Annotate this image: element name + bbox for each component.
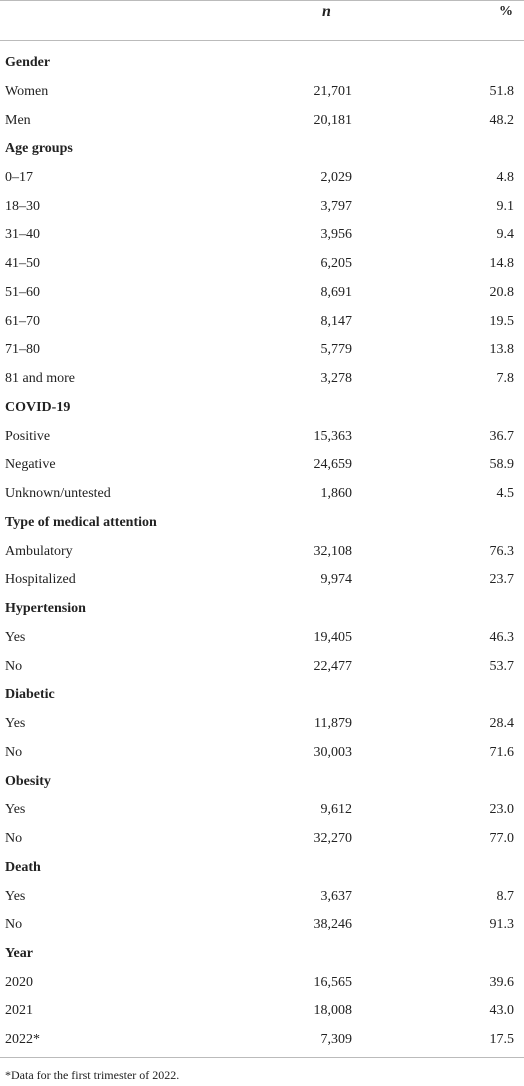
row-percent: 53.7 xyxy=(489,658,515,674)
footer-rule xyxy=(0,1057,524,1058)
row-percent: 48.2 xyxy=(489,112,515,128)
row-label: No xyxy=(5,917,23,933)
row-label: No xyxy=(5,744,23,760)
row-label: Unknown/untested xyxy=(5,486,111,502)
row-percent: 8.7 xyxy=(496,888,515,904)
row-label: Ambulatory xyxy=(5,543,73,559)
group-title: Age groups xyxy=(5,141,73,157)
row-label: 2021 xyxy=(5,1003,33,1019)
row-n: 20,181 xyxy=(313,112,353,128)
row-label: Positive xyxy=(5,428,51,444)
group-title: Diabetic xyxy=(5,687,55,703)
row-percent: 77.0 xyxy=(489,831,515,846)
row-label: Negative xyxy=(5,457,56,473)
row-percent: 28.4 xyxy=(489,716,515,731)
row-percent: 36.7 xyxy=(489,428,515,444)
row-n: 3,956 xyxy=(320,227,353,243)
row-n: 38,246 xyxy=(313,917,353,933)
row-label: Yes xyxy=(5,629,26,645)
header-percent: % xyxy=(499,4,513,19)
row-percent: 39.6 xyxy=(489,974,515,990)
row-percent: 46.3 xyxy=(489,629,515,645)
row-label: Yes xyxy=(5,716,26,731)
row-n: 5,779 xyxy=(320,342,353,358)
row-percent: 19.5 xyxy=(489,313,515,329)
row-percent: 14.8 xyxy=(489,256,515,272)
row-percent: 51.8 xyxy=(489,83,515,99)
row-n: 32,270 xyxy=(313,831,353,846)
row-percent: 71.6 xyxy=(489,744,515,760)
group-title: COVID-19 xyxy=(5,399,71,415)
row-percent: 7.8 xyxy=(496,371,515,387)
row-percent: 91.3 xyxy=(489,917,515,933)
row-n: 18,008 xyxy=(313,1003,353,1019)
row-percent: 23.0 xyxy=(489,802,515,818)
row-percent: 58.9 xyxy=(489,457,515,473)
group-title: Hypertension xyxy=(5,601,86,617)
row-n: 21,701 xyxy=(313,83,353,99)
row-n: 19,405 xyxy=(313,629,353,645)
row-n: 1,860 xyxy=(320,486,353,502)
row-n: 8,147 xyxy=(320,313,353,329)
row-n: 9,974 xyxy=(320,572,353,588)
row-n: 2,029 xyxy=(320,170,353,185)
top-rule xyxy=(0,0,524,1)
row-label: Women xyxy=(5,83,49,99)
row-n: 6,205 xyxy=(320,256,353,272)
row-percent: 23.7 xyxy=(489,572,515,588)
row-percent: 43.0 xyxy=(489,1003,515,1019)
row-label: 61–70 xyxy=(5,313,40,329)
row-n: 3,637 xyxy=(320,888,353,904)
row-percent: 20.8 xyxy=(489,284,515,300)
row-label: 81 and more xyxy=(5,371,75,387)
row-label: 31–40 xyxy=(5,227,40,243)
row-label: 2020 xyxy=(5,974,33,990)
group-title: Gender xyxy=(5,55,51,70)
row-n: 22,477 xyxy=(313,658,353,674)
row-n: 3,278 xyxy=(320,371,353,387)
row-label: No xyxy=(5,831,23,846)
group-title: Death xyxy=(5,859,41,875)
row-percent: 9.1 xyxy=(496,198,515,214)
row-percent: 76.3 xyxy=(489,543,515,559)
row-label: 18–30 xyxy=(5,198,40,214)
header-rule xyxy=(0,40,524,41)
row-label: 71–80 xyxy=(5,342,40,358)
row-n: 7,309 xyxy=(320,1032,353,1048)
header-n: n xyxy=(322,3,331,20)
group-title: Year xyxy=(5,945,33,961)
footnote: *Data for the first trimester of 2022. xyxy=(5,1068,180,1082)
row-n: 16,565 xyxy=(313,974,353,990)
row-n: 8,691 xyxy=(320,284,353,300)
row-n: 30,003 xyxy=(313,744,353,760)
row-label: 0–17 xyxy=(5,170,33,185)
row-percent: 4.5 xyxy=(496,486,515,502)
row-label: No xyxy=(5,658,23,674)
row-label: 51–60 xyxy=(5,284,40,300)
group-title: Obesity xyxy=(5,773,51,789)
row-label: 2022* xyxy=(5,1032,40,1048)
row-percent: 13.8 xyxy=(489,342,515,358)
row-percent: 4.8 xyxy=(496,170,515,185)
row-n: 3,797 xyxy=(320,198,353,214)
row-percent: 9.4 xyxy=(496,227,515,243)
row-n: 9,612 xyxy=(320,802,353,818)
row-label: Yes xyxy=(5,888,26,904)
row-n: 15,363 xyxy=(313,428,353,444)
row-n: 24,659 xyxy=(313,457,353,473)
group-title: Type of medical attention xyxy=(5,514,157,530)
row-label: Yes xyxy=(5,802,26,818)
row-label: Hospitalized xyxy=(5,572,76,588)
row-n: 11,879 xyxy=(314,716,352,731)
row-n: 32,108 xyxy=(313,543,353,559)
row-label: 41–50 xyxy=(5,256,40,272)
row-percent: 17.5 xyxy=(489,1032,515,1048)
row-label: Men xyxy=(5,112,31,128)
